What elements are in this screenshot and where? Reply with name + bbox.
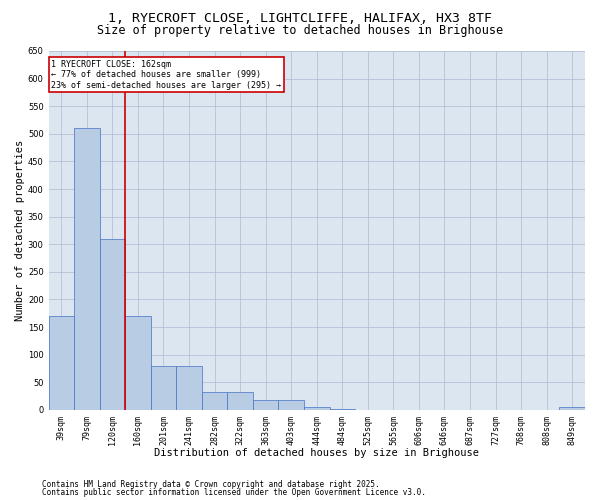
Bar <box>559 407 585 410</box>
Text: Size of property relative to detached houses in Brighouse: Size of property relative to detached ho… <box>97 24 503 37</box>
Bar <box>125 316 151 410</box>
Text: Contains HM Land Registry data © Crown copyright and database right 2025.: Contains HM Land Registry data © Crown c… <box>42 480 380 489</box>
Bar <box>49 316 74 410</box>
X-axis label: Distribution of detached houses by size in Brighouse: Distribution of detached houses by size … <box>154 448 479 458</box>
Bar <box>227 392 253 410</box>
Bar <box>100 238 125 410</box>
Bar <box>151 366 176 410</box>
Text: Contains public sector information licensed under the Open Government Licence v3: Contains public sector information licen… <box>42 488 426 497</box>
Text: 1, RYECROFT CLOSE, LIGHTCLIFFE, HALIFAX, HX3 8TF: 1, RYECROFT CLOSE, LIGHTCLIFFE, HALIFAX,… <box>108 12 492 26</box>
Bar <box>278 400 304 410</box>
Y-axis label: Number of detached properties: Number of detached properties <box>15 140 25 321</box>
Bar <box>202 392 227 410</box>
Bar <box>253 400 278 410</box>
Text: 1 RYECROFT CLOSE: 162sqm
← 77% of detached houses are smaller (999)
23% of semi-: 1 RYECROFT CLOSE: 162sqm ← 77% of detach… <box>51 60 281 90</box>
Bar <box>176 366 202 410</box>
Bar <box>74 128 100 410</box>
Bar <box>304 407 329 410</box>
